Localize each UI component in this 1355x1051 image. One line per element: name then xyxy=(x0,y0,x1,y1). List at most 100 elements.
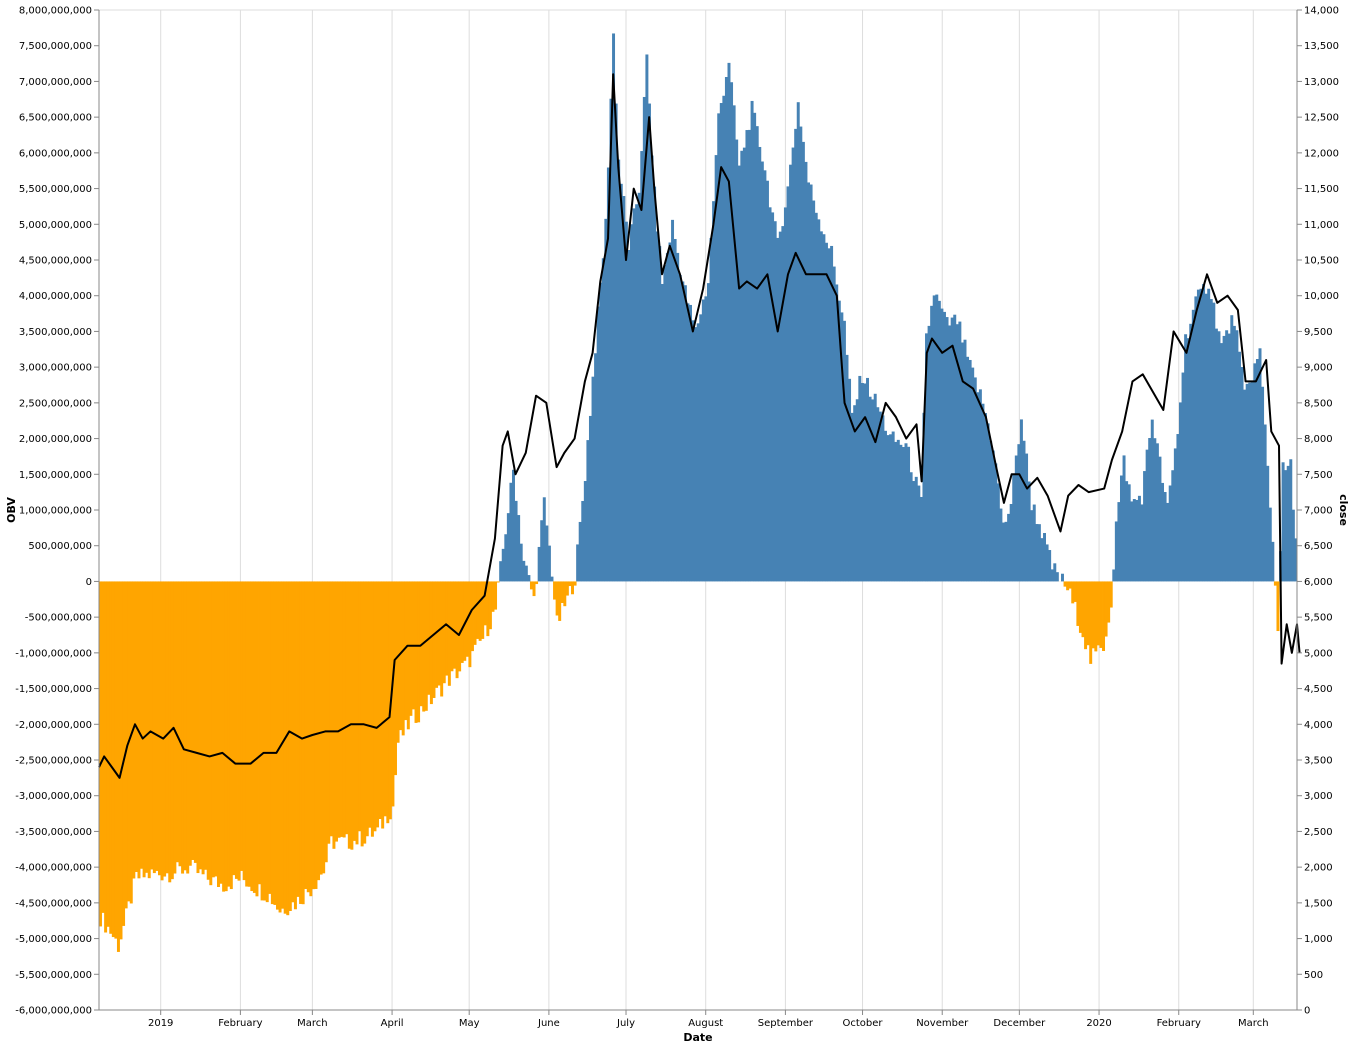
obv-bar xyxy=(507,513,510,581)
obv-bar xyxy=(1148,438,1151,581)
obv-bar xyxy=(163,581,166,876)
y-right-tick-label: 10,500 xyxy=(1304,256,1339,267)
obv-bar xyxy=(1017,444,1020,581)
obv-bar xyxy=(409,581,412,715)
obv-bar xyxy=(276,581,279,909)
obv-bar xyxy=(545,526,548,582)
obv-bar xyxy=(905,443,908,581)
y-left-tick-label: 8,000,000,000 xyxy=(19,6,92,17)
x-tick-label: October xyxy=(843,1018,884,1029)
obv-bar xyxy=(158,581,161,875)
obv-bar xyxy=(1007,514,1010,582)
obv-bar xyxy=(504,534,507,581)
y-left-tick-label: 1,500,000,000 xyxy=(19,470,92,481)
x-tick-label: July xyxy=(616,1018,635,1029)
obv-bar xyxy=(1235,330,1238,581)
obv-bar xyxy=(145,581,148,872)
obv-bar xyxy=(743,148,746,582)
obv-bar xyxy=(894,442,897,582)
obv-bar xyxy=(633,208,636,581)
obv-bar xyxy=(1030,510,1033,581)
obv-bar xyxy=(207,581,210,879)
obv-bar xyxy=(1089,581,1092,663)
y-right-axis-title: close xyxy=(1337,494,1350,526)
obv-bar xyxy=(1217,331,1220,581)
obv-bar xyxy=(974,377,977,581)
obv-bar xyxy=(1107,581,1110,622)
x-tick-label: March xyxy=(1238,1018,1268,1029)
obv-bar xyxy=(1205,294,1208,582)
obv-bar xyxy=(320,581,323,874)
obv-bar xyxy=(1282,462,1285,581)
y-left-tick-label: 2,000,000,000 xyxy=(19,434,92,445)
obv-bar xyxy=(1092,581,1095,648)
obv-bar xyxy=(214,581,217,876)
obv-bar xyxy=(1176,434,1179,581)
obv-bar xyxy=(520,544,523,582)
obv-bar xyxy=(751,101,754,581)
obv-bar xyxy=(1164,492,1167,581)
obv-bar xyxy=(615,104,618,582)
obv-bar xyxy=(535,581,538,584)
obv-bar xyxy=(294,581,297,909)
obv-bar xyxy=(253,581,256,892)
y-right-tick-label: 6,000 xyxy=(1304,577,1333,588)
obv-bar xyxy=(1215,329,1218,582)
obv-bar xyxy=(112,581,115,937)
obv-bar xyxy=(181,581,184,873)
obv-bar xyxy=(733,105,736,581)
obv-bar xyxy=(461,581,464,663)
obv-bar xyxy=(833,267,836,582)
obv-bar xyxy=(1256,359,1259,581)
obv-bar xyxy=(430,581,433,704)
x-tick-label: August xyxy=(688,1018,723,1029)
obv-bar xyxy=(440,581,443,696)
obv-bar xyxy=(920,497,923,581)
obv-bar xyxy=(584,481,587,581)
obv-bar xyxy=(1246,384,1249,582)
obv-bar xyxy=(371,581,374,836)
obv-bar xyxy=(930,306,933,582)
obv-bar xyxy=(915,477,918,582)
obv-bar xyxy=(651,156,654,582)
obv-bar xyxy=(586,440,589,581)
obv-bar xyxy=(979,389,982,581)
y-left-tick-label: -3,000,000,000 xyxy=(15,791,92,802)
obv-bar xyxy=(1141,504,1144,581)
obv-bar xyxy=(1238,352,1241,582)
obv-bar xyxy=(556,581,559,615)
obv-bar xyxy=(291,581,294,902)
obv-bar xyxy=(843,321,846,582)
y-left-tick-label: 3,000,000,000 xyxy=(19,363,92,374)
obv-bar xyxy=(997,483,1000,581)
y-left-tick-label: 3,500,000,000 xyxy=(19,327,92,338)
obv-bar xyxy=(1079,581,1082,632)
obv-bar xyxy=(509,483,512,582)
obv-bar xyxy=(1169,486,1172,582)
obv-bar xyxy=(407,581,410,729)
obv-bar xyxy=(1138,496,1141,582)
y-left-tick-label: 5,000,000,000 xyxy=(19,220,92,231)
obv-bar xyxy=(225,581,228,891)
obv-bar xyxy=(356,581,359,844)
y-right-tick-label: 2,000 xyxy=(1304,863,1333,874)
obv-bar xyxy=(946,317,949,581)
obv-bar xyxy=(1259,348,1262,581)
obv-bar xyxy=(889,434,892,581)
obv-bar xyxy=(951,318,954,582)
obv-bar xyxy=(340,581,343,837)
obv-bar xyxy=(114,581,117,938)
x-axis-title: Date xyxy=(683,1031,712,1044)
obv-bar xyxy=(653,187,656,582)
obv-bar xyxy=(1261,387,1264,582)
obv-bar xyxy=(679,275,682,581)
obv-bar xyxy=(1005,522,1008,582)
obv-bar xyxy=(432,581,435,698)
obv-bar xyxy=(1099,581,1102,648)
obv-bar xyxy=(130,581,133,903)
obv-bar xyxy=(1074,581,1077,602)
y-left-tick-label: -5,000,000,000 xyxy=(15,934,92,945)
obv-bar xyxy=(697,323,700,581)
y-right-tick-label: 3,000 xyxy=(1304,791,1333,802)
obv-bar xyxy=(1056,572,1059,581)
